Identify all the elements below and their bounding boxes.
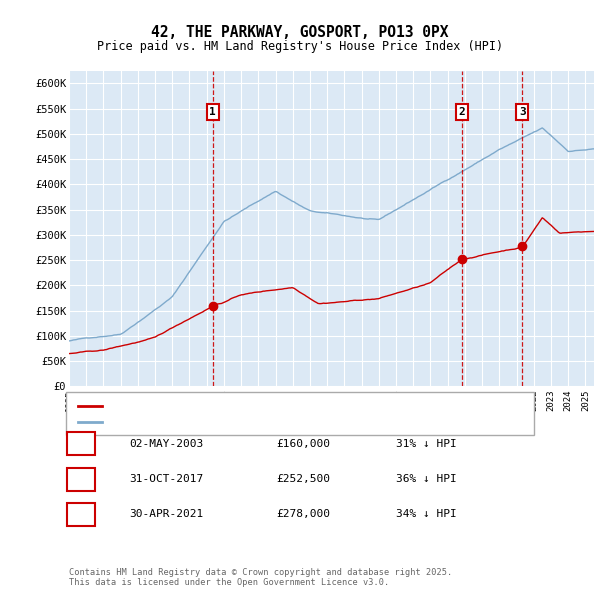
Text: 02-MAY-2003: 02-MAY-2003 xyxy=(129,439,203,448)
Text: 3: 3 xyxy=(519,107,526,117)
Text: 1: 1 xyxy=(209,107,216,117)
Text: HPI: Average price, detached house, Gosport: HPI: Average price, detached house, Gosp… xyxy=(108,417,366,427)
Text: £252,500: £252,500 xyxy=(276,474,330,484)
Text: Price paid vs. HM Land Registry's House Price Index (HPI): Price paid vs. HM Land Registry's House … xyxy=(97,40,503,53)
Text: 34% ↓ HPI: 34% ↓ HPI xyxy=(396,510,457,519)
Text: 31% ↓ HPI: 31% ↓ HPI xyxy=(396,439,457,448)
Text: 42, THE PARKWAY, GOSPORT, PO13 0PX (detached house): 42, THE PARKWAY, GOSPORT, PO13 0PX (deta… xyxy=(108,401,414,411)
Text: 3: 3 xyxy=(77,510,85,519)
Text: 2: 2 xyxy=(77,474,85,484)
Text: 42, THE PARKWAY, GOSPORT, PO13 0PX: 42, THE PARKWAY, GOSPORT, PO13 0PX xyxy=(151,25,449,40)
Text: 1: 1 xyxy=(77,439,85,448)
Text: £160,000: £160,000 xyxy=(276,439,330,448)
Text: 30-APR-2021: 30-APR-2021 xyxy=(129,510,203,519)
Text: £278,000: £278,000 xyxy=(276,510,330,519)
Text: Contains HM Land Registry data © Crown copyright and database right 2025.
This d: Contains HM Land Registry data © Crown c… xyxy=(69,568,452,587)
Text: 31-OCT-2017: 31-OCT-2017 xyxy=(129,474,203,484)
Text: 2: 2 xyxy=(458,107,466,117)
Text: 36% ↓ HPI: 36% ↓ HPI xyxy=(396,474,457,484)
